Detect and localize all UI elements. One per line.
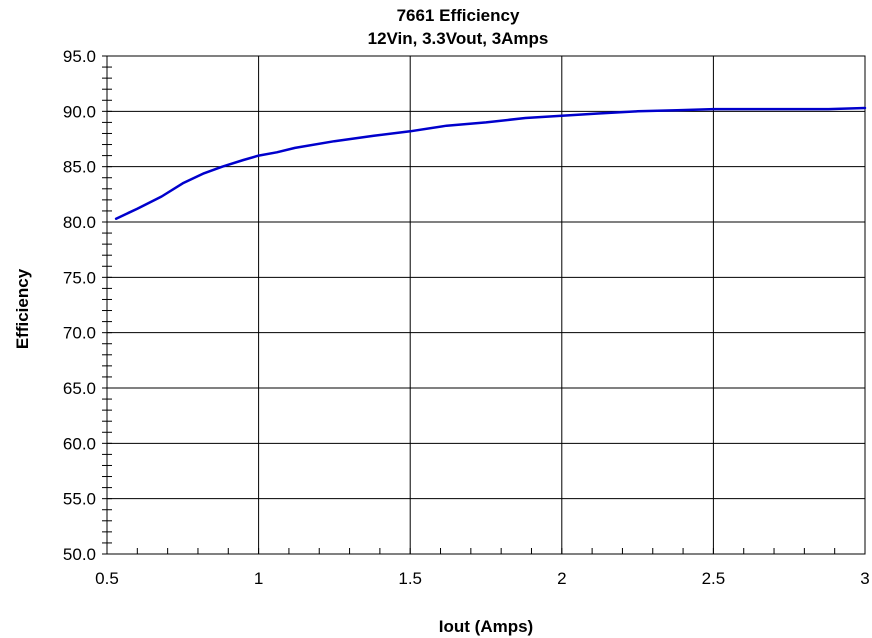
x-tick-label: 1.5 <box>398 569 422 588</box>
y-tick-labels: 50.0 55.0 60.0 65.0 70.0 75.0 80.0 85.0 90.0 95.0 <box>63 47 96 564</box>
y-tick-label: 75.0 <box>63 268 96 287</box>
y-tick-label: 50.0 <box>63 545 96 564</box>
plot-background <box>107 56 865 554</box>
chart-subtitle: 12Vin, 3.3Vout, 3Amps <box>368 29 549 48</box>
x-tick-labels: 0.5 1 1.5 2 2.5 3 <box>95 569 870 588</box>
x-axis-label: Iout (Amps) <box>439 617 533 636</box>
efficiency-line <box>114 106 867 220</box>
x-tick-label: 1 <box>254 569 263 588</box>
y-tick-label: 85.0 <box>63 158 96 177</box>
grid-lines <box>107 56 865 554</box>
x-tick-label: 2 <box>557 569 566 588</box>
y-tick-label: 90.0 <box>63 102 96 121</box>
y-tick-label: 65.0 <box>63 379 96 398</box>
plot-frame <box>106 55 866 555</box>
series-layer <box>114 106 867 220</box>
chart-title: 7661 Efficiency <box>397 6 520 25</box>
y-tick-label: 95.0 <box>63 47 96 66</box>
y-tick-label: 60.0 <box>63 434 96 453</box>
x-tick-label: 0.5 <box>95 569 119 588</box>
y-tick-label: 70.0 <box>63 324 96 343</box>
x-tick-label: 2.5 <box>702 569 726 588</box>
y-tick-label: 80.0 <box>63 213 96 232</box>
y-axis-label: Efficiency <box>13 268 32 349</box>
y-tick-label: 55.0 <box>63 490 96 509</box>
x-tick-label: 3 <box>860 569 869 588</box>
